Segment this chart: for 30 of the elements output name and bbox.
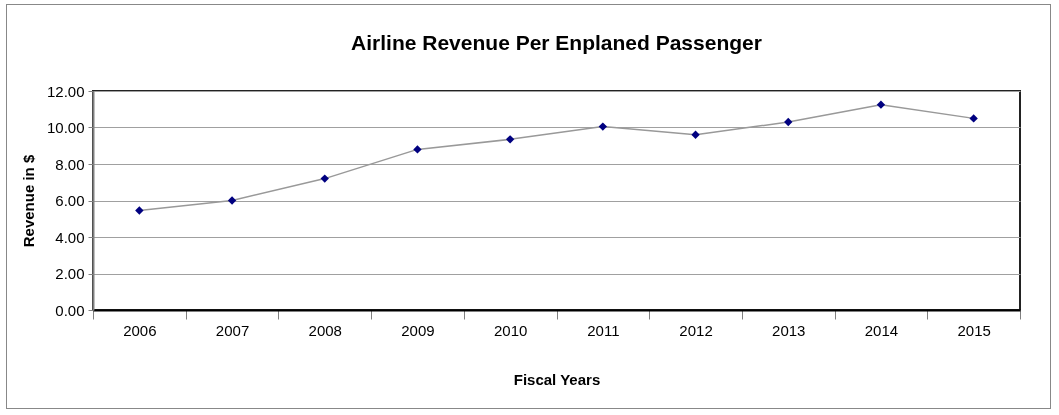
point	[320, 174, 329, 183]
x-tick-label: 2011	[587, 321, 620, 339]
x-tick-label: 2010	[493, 321, 528, 339]
y-tick-label: 12.00	[46, 82, 85, 100]
x-tick-label: 2007	[215, 321, 250, 339]
x-tick-label: 2008	[308, 321, 342, 339]
point	[135, 206, 144, 215]
y-tick-label: 2.00	[55, 265, 85, 282]
point	[876, 100, 886, 109]
y-tick-label: 4.00	[55, 228, 85, 246]
x-tick-label: 2006	[123, 321, 157, 339]
y-axis-title: Revenue in $	[19, 154, 37, 248]
point	[969, 114, 978, 123]
point	[413, 145, 422, 154]
x-tick-label: 2012	[679, 321, 713, 339]
x-tick-label: 2015	[957, 321, 991, 339]
y-tick-label: 8.00	[55, 155, 85, 173]
chart-title: Airline Revenue Per Enplaned Passenger	[351, 31, 762, 54]
x-tick-label: 2009	[401, 321, 435, 339]
point	[505, 135, 515, 144]
x-axis-title: Fiscal Years	[513, 370, 601, 388]
y-tick-label: 6.00	[55, 192, 85, 209]
point	[691, 130, 700, 139]
point	[784, 117, 793, 127]
y-tick-label: 10.00	[46, 119, 85, 136]
point	[598, 122, 608, 131]
x-tick-label: 2014	[864, 321, 899, 339]
y-tick-label: 0.00	[55, 301, 85, 319]
point	[227, 196, 237, 205]
x-tick-label: 2013	[772, 321, 806, 339]
